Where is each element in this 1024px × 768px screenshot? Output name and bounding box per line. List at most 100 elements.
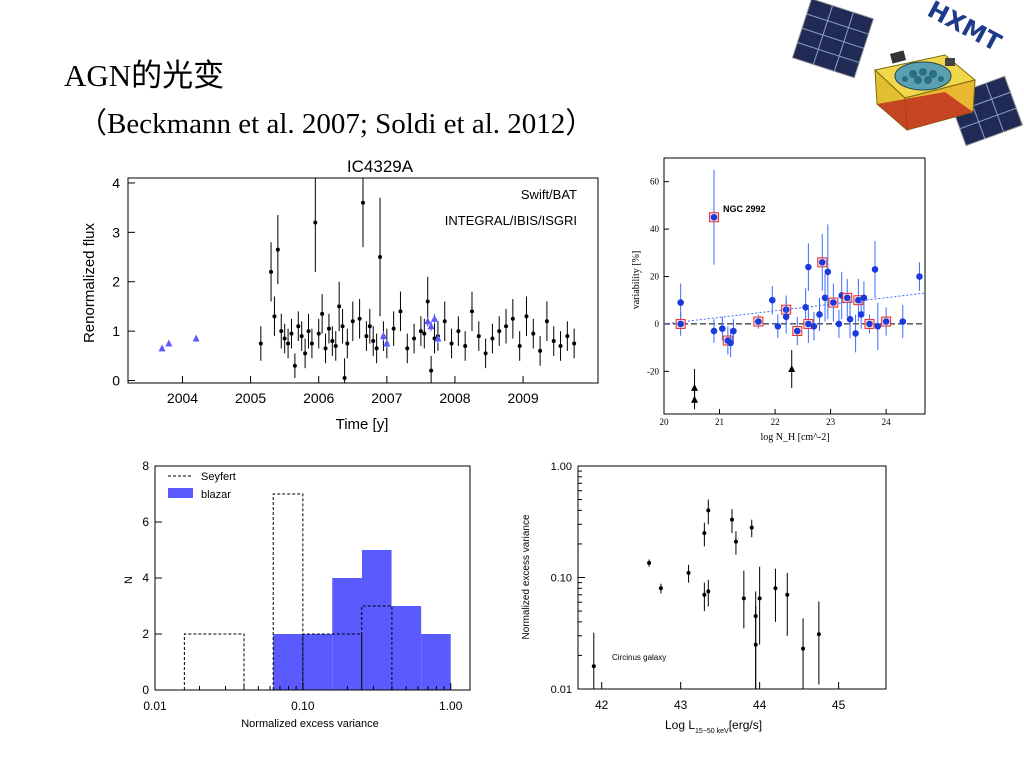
satellite-body	[873, 50, 977, 132]
data-point	[860, 294, 868, 302]
variability-xlabel: log N_H [cm^-2]	[760, 432, 829, 443]
bat-point	[371, 339, 376, 344]
y-tick-label: 2	[112, 274, 120, 290]
x-tick-label: 0.10	[291, 699, 315, 713]
bat-point	[275, 247, 280, 252]
xlabel-sub: 15−50 keV	[695, 728, 729, 735]
bat-point	[320, 311, 325, 316]
data-point	[755, 318, 762, 325]
bat-point	[342, 376, 347, 381]
data-point	[733, 539, 738, 544]
x-tick-label: 2007	[371, 390, 402, 406]
x-tick-label: 21	[715, 417, 724, 427]
hxmt-logo-text: HXMT	[923, 0, 1006, 57]
xlabel-unit: [erg/s]	[729, 718, 762, 732]
hxmt-satellite-logo: HXMT	[791, 0, 1024, 147]
bat-point	[572, 341, 577, 346]
data-point	[730, 327, 737, 335]
data-point	[882, 318, 890, 325]
bat-point	[490, 336, 495, 341]
data-point	[818, 258, 826, 266]
bat-point	[544, 319, 549, 324]
bat-point	[337, 304, 342, 309]
data-point	[802, 304, 809, 311]
bat-point	[289, 331, 294, 336]
histogram-plot-area: 0.01 0.10 1.00 0 2 4 6 8	[142, 459, 471, 713]
isgri-point	[379, 332, 387, 340]
x-tick-label: 2006	[303, 390, 334, 406]
y-tick-label: 6	[142, 515, 149, 529]
triangle-point	[691, 395, 699, 403]
bat-point	[326, 326, 331, 331]
seyfert-histogram	[183, 493, 393, 690]
bat-point	[429, 368, 434, 373]
x-tick-label: 20	[660, 417, 670, 427]
x-tick-label: 44	[753, 698, 767, 712]
plot-frame	[663, 157, 926, 415]
bat-point	[422, 331, 427, 336]
data-point	[785, 592, 790, 597]
y-tick-label: 3	[112, 224, 120, 240]
bat-point	[258, 341, 263, 346]
isgri-point	[434, 334, 442, 342]
legend-blazar: blazar	[201, 489, 231, 501]
isgri-point	[192, 334, 200, 342]
lightcurve-ylabel: Renormalized flux	[81, 222, 98, 343]
data-point	[874, 322, 882, 330]
data-point	[824, 268, 832, 276]
data-point	[774, 322, 782, 330]
isgri-point	[427, 322, 435, 330]
x-tick-label: 2005	[235, 390, 266, 406]
bat-point	[565, 334, 570, 339]
bat-point	[531, 331, 536, 336]
bat-point	[405, 346, 410, 351]
bat-point	[323, 346, 328, 351]
lightcurve-xlabel: Time [y]	[336, 416, 389, 433]
lightcurve-title: IC4329A	[347, 157, 414, 176]
data-point	[871, 266, 879, 273]
bat-point	[345, 341, 350, 346]
bat-point	[364, 334, 369, 339]
bat-point	[313, 220, 318, 225]
data-point	[916, 273, 923, 280]
bat-point	[517, 343, 522, 348]
bat-point	[306, 329, 311, 334]
data-point	[730, 517, 734, 522]
y-tick-label: 0	[112, 373, 120, 389]
bat-point	[330, 339, 335, 344]
data-point	[805, 320, 812, 328]
bat-point	[279, 329, 284, 334]
bat-point	[378, 255, 383, 260]
data-point	[757, 596, 762, 601]
data-point	[706, 508, 711, 513]
bat-point	[418, 329, 423, 334]
y-tick-label: 1	[112, 323, 120, 339]
histogram-xlabel: Normalized excess variance	[241, 718, 379, 730]
x-tick-label: 22	[771, 417, 780, 427]
legend-swift-bat: Swift/BAT	[521, 187, 577, 202]
bat-point	[282, 336, 287, 341]
bat-point	[463, 343, 468, 348]
bat-point	[357, 316, 362, 321]
bat-point	[292, 363, 297, 368]
y-tick-label: 60	[650, 177, 660, 187]
data-point	[821, 294, 829, 302]
data-point	[773, 586, 778, 591]
bat-point	[316, 331, 321, 336]
y-tick-label: 1.00	[551, 461, 572, 473]
x-tick-label: 24	[882, 417, 892, 427]
histogram-ylabel: N	[123, 576, 135, 584]
x-tick-label: 43	[674, 698, 688, 712]
x-tick-label: 0.01	[143, 699, 167, 713]
bat-point	[303, 351, 308, 356]
data-point	[658, 586, 663, 591]
bat-point	[412, 336, 417, 341]
data-point	[702, 531, 707, 536]
bat-point	[524, 314, 529, 319]
data-point	[749, 525, 754, 530]
data-point	[702, 592, 707, 597]
data-point	[855, 296, 862, 304]
data-point	[719, 325, 726, 332]
isgri-point	[158, 344, 166, 352]
isgri-point	[424, 317, 432, 325]
